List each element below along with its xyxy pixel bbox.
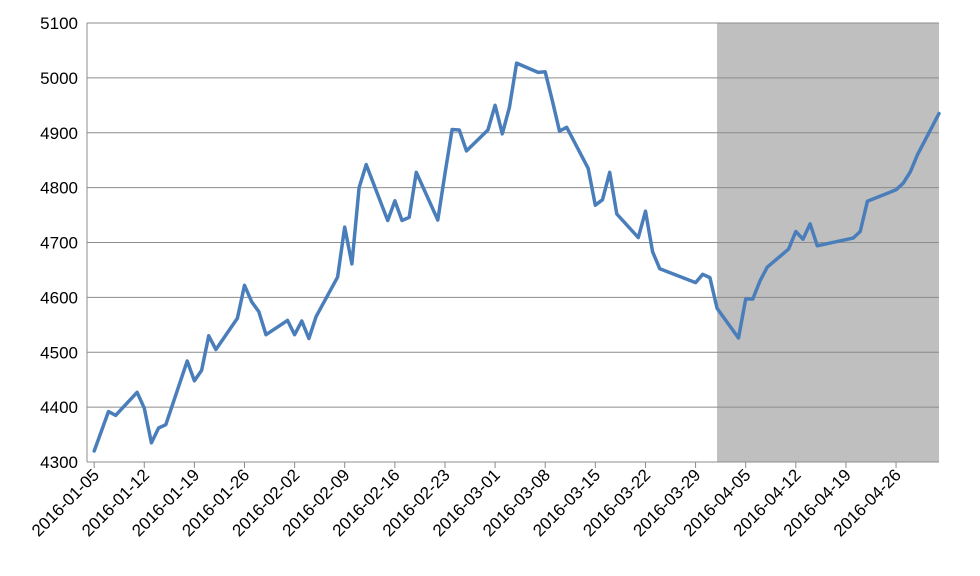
y-tick-label: 4300 (40, 453, 78, 472)
y-tick-label: 5000 (40, 69, 78, 88)
y-tick-label: 5100 (40, 14, 78, 33)
series-layer (92, 61, 941, 453)
y-tick-label: 4600 (40, 288, 78, 307)
y-tick-label: 4500 (40, 343, 78, 362)
y-tick-label: 4400 (40, 398, 78, 417)
y-tick-label: 4900 (40, 124, 78, 143)
y-tick-label: 4800 (40, 179, 78, 198)
y-tick-label: 4700 (40, 234, 78, 253)
series-line (92, 61, 941, 453)
y-tick-labels: 4300 4400 4500 4600 4700 4800 4900 5000 5100 (40, 14, 78, 472)
axes (86, 23, 939, 468)
